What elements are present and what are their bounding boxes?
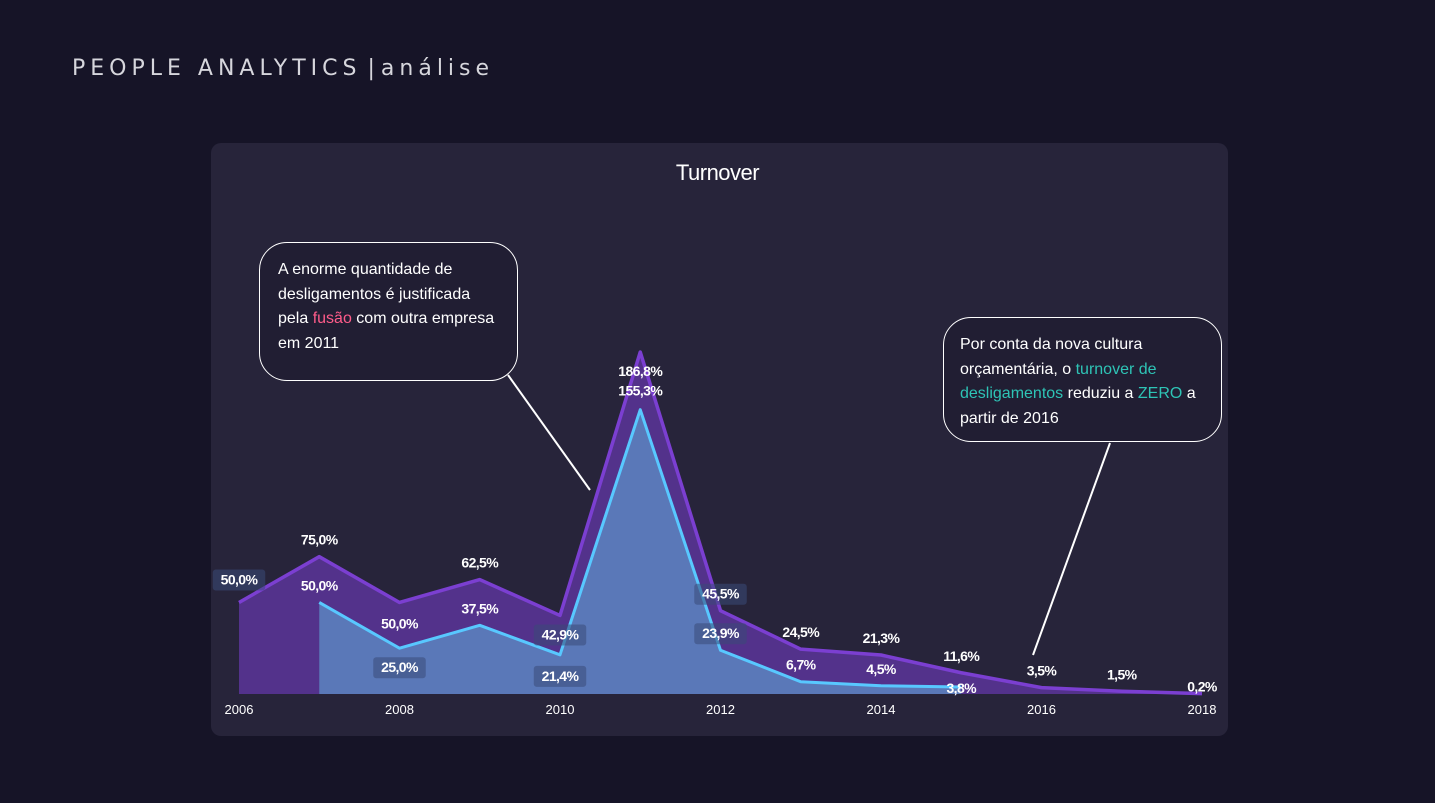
series-1-data-label: 3,5% [1027, 663, 1058, 679]
callout-budget-text-2: reduziu a [1063, 385, 1138, 402]
series-1-data-label: 62,5% [461, 555, 499, 571]
series-1-data-label: 1,5% [1107, 666, 1138, 682]
callout-merger-text-1: A enorme quantidade de desligamentos é j… [278, 261, 471, 327]
x-tick-label: 2018 [1188, 702, 1217, 717]
series-1-label-bg [533, 624, 587, 646]
series-2-data-label: 6,7% [786, 657, 817, 673]
callout-merger: A enorme quantidade de desligamentos é j… [259, 242, 518, 381]
header-separator: | [367, 56, 375, 81]
series-2-data-label: 3,8% [946, 680, 977, 696]
series-1-data-label: 21,3% [863, 630, 901, 646]
x-tick-label: 2016 [1027, 702, 1056, 717]
callout-budget-highlight-1: turnover de desligamentos [960, 360, 1157, 403]
section-title: análise [380, 56, 495, 81]
series-2-label-bg [694, 623, 747, 645]
series-2-data-label: 4,5% [866, 661, 897, 677]
x-tick-label: 2006 [225, 702, 254, 717]
callout-budget-text-3: a partir de 2016 [960, 385, 1196, 427]
series-2-data-label: 21,4% [542, 668, 580, 684]
chart-title: Turnover [675, 160, 760, 185]
series-2-data-label: 25,0% [381, 659, 419, 675]
series-2-data-label: 155,3% [618, 383, 663, 399]
series-2-data-label: 37,5% [461, 600, 499, 616]
series-2-data-label: 50,0% [301, 577, 339, 593]
series-1-data-label: 42,9% [542, 626, 580, 642]
callout-merger-pointer [507, 374, 591, 491]
series-1-data-label: 0,2% [1187, 679, 1218, 695]
series-1-data-label: 24,5% [782, 624, 820, 640]
callout-budget-highlight-2: ZERO [1137, 385, 1183, 402]
callout-budget: Por conta da nova cultura orçamentária, … [943, 317, 1222, 442]
callout-budget-text-1: Por conta da nova cultura orçamentária, … [960, 336, 1143, 378]
x-tick-label: 2010 [546, 702, 575, 717]
page-header: PEOPLE ANALYTICS | análise [72, 56, 494, 81]
brand-title: PEOPLE ANALYTICS [72, 56, 362, 81]
series-2-area [319, 409, 962, 694]
x-tick-label: 2012 [706, 702, 735, 717]
callout-budget-pointer [1032, 442, 1111, 656]
x-tick-label: 2014 [867, 702, 896, 717]
series-1-data-label: 50,0% [221, 571, 259, 587]
series-1-line [238, 350, 1203, 696]
series-1-data-label: 50,0% [381, 615, 419, 631]
series-2-data-label: 23,9% [702, 625, 740, 641]
callout-merger-text-2: com outra empresa em 2011 [278, 310, 495, 352]
series-1-area [239, 352, 1202, 694]
series-1-data-label: 186,8% [618, 363, 663, 379]
series-1-data-label: 45,5% [702, 586, 740, 602]
callout-merger-highlight: fusão [312, 310, 352, 327]
series-2-line [318, 408, 962, 689]
series-1-data-label: 75,0% [301, 532, 339, 548]
series-2-label-bg [533, 665, 587, 687]
series-1-label-bg [212, 569, 266, 591]
series-1-label-bg [694, 583, 747, 605]
x-tick-label: 2008 [385, 702, 414, 717]
series-2-label-bg [373, 657, 426, 679]
series-1-data-label: 11,6% [943, 648, 980, 664]
